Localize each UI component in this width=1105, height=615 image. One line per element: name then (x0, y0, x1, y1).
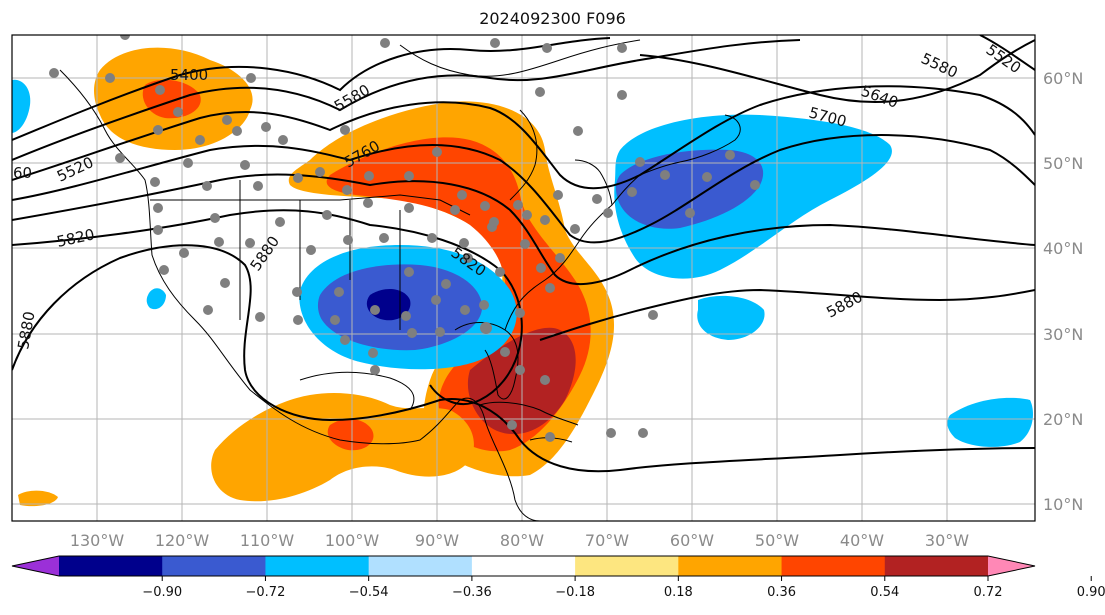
colorbar-segment (59, 556, 163, 576)
colorbar-segment (368, 556, 473, 576)
lon-label: 40°W (840, 531, 884, 550)
latitude-labels: 60°N 50°N 40°N 30°N 20°N 10°N (1043, 69, 1083, 514)
colorbar-extend-low (12, 556, 59, 576)
colorbar-tick-label: −0.90 (142, 585, 182, 600)
lat-label: 50°N (1043, 154, 1083, 173)
lon-label: 70°W (585, 531, 629, 550)
lat-label: 30°N (1043, 325, 1083, 344)
lon-label: 90°W (415, 531, 459, 550)
height-contours (12, 35, 1035, 473)
anomaly-fill-layer (12, 47, 1033, 507)
cold-core-north-atlantic (615, 149, 764, 229)
longitude-labels: 130°W 120°W 110°W 100°W 90°W 80°W 70°W 6… (70, 531, 969, 550)
colorbar-outline (11, 555, 1036, 577)
contour-label: 5400 (170, 66, 208, 84)
contour-label: 60 (13, 164, 32, 182)
lon-label: 30°W (925, 531, 969, 550)
colorbar-tick-label: −0.54 (349, 585, 389, 600)
warm-patch-pacific-small (18, 490, 58, 507)
colorbar-segment (471, 556, 576, 576)
station-markers (49, 35, 760, 442)
colorbar-segment (781, 556, 886, 576)
lat-label: 60°N (1043, 69, 1083, 88)
cold-region-atlantic-east (947, 397, 1033, 447)
map-frame (11, 34, 1036, 522)
lon-label: 80°W (500, 531, 544, 550)
colorbar-tick-label: 0.18 (664, 585, 693, 600)
lat-label: 20°N (1043, 410, 1083, 429)
lon-label: 110°W (240, 531, 295, 550)
lat-label: 40°N (1043, 239, 1083, 258)
graticule (12, 35, 1035, 521)
colorbar-tick-label: 0.90 (1077, 585, 1105, 600)
colorbar-segment (162, 556, 266, 576)
colorbar-extend-high (988, 556, 1035, 576)
colorbar-segment (265, 556, 370, 576)
lon-label: 130°W (70, 531, 125, 550)
cold-region-atlantic-small (697, 295, 765, 340)
colorbar-segment (678, 556, 783, 576)
colorbar: −0.90 −0.72 −0.54 −0.36 −0.18 0.18 0.36 0.54 0.7… (11, 555, 1105, 600)
coastlines (59, 39, 741, 521)
map-title: 2024092300 F096 (479, 9, 626, 28)
lat-label: 10°N (1043, 495, 1083, 514)
colorbar-tick-label: 0.54 (870, 585, 899, 600)
lon-label: 60°W (670, 531, 714, 550)
colorbar-tick-label: −0.72 (246, 585, 286, 600)
lon-label: 50°W (755, 531, 799, 550)
cold-region-alaska-edge (12, 79, 31, 133)
lon-label: 120°W (155, 531, 210, 550)
colorbar-tick-label: −0.36 (452, 585, 492, 600)
colorbar-tick-label: 0.36 (767, 585, 796, 600)
lon-label: 100°W (325, 531, 380, 550)
colorbar-tick-label: −0.18 (555, 585, 595, 600)
colorbar-segment (884, 556, 989, 576)
colorbar-tick-label: 0.72 (974, 585, 1003, 600)
cold-region-pacific-small (146, 288, 166, 310)
colorbar-segment (575, 556, 679, 576)
